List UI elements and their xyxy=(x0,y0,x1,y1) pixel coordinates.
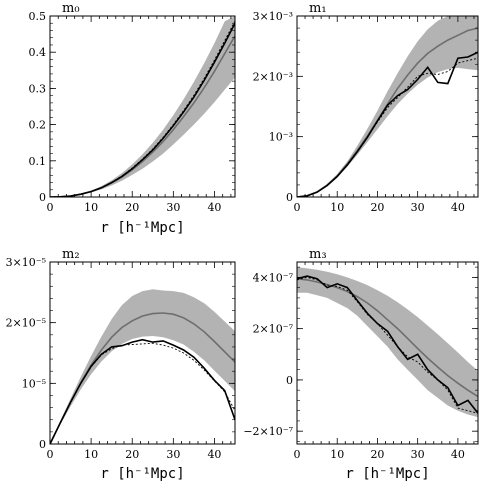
plot-area-0 xyxy=(50,16,235,197)
x-tick-label: 10 xyxy=(330,448,344,461)
solid-curve xyxy=(50,338,235,444)
axes-frame xyxy=(49,15,236,198)
x-axis-label: r [h⁻¹Mpc] xyxy=(100,220,184,236)
y-tick-label: 2×10⁻⁵ xyxy=(6,317,46,330)
panel-title: m₃ xyxy=(309,247,327,262)
y-tick-label: 0.1 xyxy=(29,155,47,168)
y-tick-label: 10⁻⁵ xyxy=(22,377,46,390)
x-tick-label: 0 xyxy=(47,201,54,214)
x-tick-label: 0 xyxy=(294,201,301,214)
y-tick-label: 0 xyxy=(286,191,293,204)
x-tick-label: 10 xyxy=(84,448,98,461)
x-tick-label: 20 xyxy=(125,448,139,461)
y-tick-label: 0.3 xyxy=(29,82,47,95)
x-tick-label: 40 xyxy=(207,448,221,461)
axes-frame xyxy=(49,261,236,445)
plot-area-1 xyxy=(297,16,478,197)
y-tick-label: 4×10⁻⁷ xyxy=(253,271,294,284)
axes-frame xyxy=(296,15,479,198)
x-tick-label: 20 xyxy=(370,448,384,461)
error-band xyxy=(50,16,235,197)
panel-1: 0 10 20 30 40 0 10⁻³ 2×10⁻³ 3×10⁻³ m₁ xyxy=(253,1,479,214)
x-axis-label: r [h⁻¹Mpc] xyxy=(100,466,184,482)
x-tick-label: 0 xyxy=(294,448,301,461)
solid-curve xyxy=(297,51,478,197)
dotted-curve xyxy=(297,57,478,197)
dotted-curve xyxy=(50,20,235,197)
solid-curve xyxy=(50,22,235,197)
x-tick-label: 40 xyxy=(451,201,465,214)
x-tick-label: 10 xyxy=(84,201,98,214)
y-tick-label: 3×10⁻⁵ xyxy=(6,256,46,269)
panel-2: 0 10 20 30 40 0 10⁻⁵ 2×10⁻⁵ 3×10⁻⁵ m₂ r [h⁻¹Mpc] xyxy=(6,247,236,482)
y-tick-label: 3×10⁻³ xyxy=(253,10,293,23)
error-band xyxy=(297,267,478,418)
mean-curve xyxy=(297,277,478,398)
error-band xyxy=(50,289,235,444)
y-tick-label: 10⁻³ xyxy=(269,131,293,144)
y-tick-label: 0 xyxy=(286,374,293,387)
x-tick-label: 40 xyxy=(207,201,221,214)
x-tick-label: 30 xyxy=(166,448,180,461)
axes-frame xyxy=(296,261,479,445)
x-tick-label: 10 xyxy=(330,201,344,214)
x-tick-label: 20 xyxy=(125,201,139,214)
solid-curve xyxy=(297,275,478,414)
y-tick-label: 0.2 xyxy=(29,119,47,132)
plot-area-2 xyxy=(50,289,235,444)
x-tick-label: 30 xyxy=(166,201,180,214)
dotted-curve xyxy=(297,276,478,414)
y-tick-label: −2×10⁻⁷ xyxy=(243,425,293,438)
x-tick-label: 20 xyxy=(370,201,384,214)
y-tick-label: 2×10⁻⁷ xyxy=(253,323,294,336)
y-tick-label: 2×10⁻³ xyxy=(253,70,293,83)
y-tick-label: 0.4 xyxy=(29,46,47,59)
plot-area-3 xyxy=(297,267,478,418)
y-tick-label: 0 xyxy=(39,191,46,204)
panel-title: m₀ xyxy=(62,1,80,16)
x-tick-label: 0 xyxy=(47,448,54,461)
y-tick-label: 0.5 xyxy=(29,10,47,23)
x-axis-label: r [h⁻¹Mpc] xyxy=(345,466,429,482)
x-tick-label: 30 xyxy=(411,448,425,461)
x-tick-label: 40 xyxy=(451,448,465,461)
panel-0: 0 10 20 30 40 0 0.1 0.2 0.3 0.4 0.5 m₀ r [h⁻¹Mpc] xyxy=(29,1,236,236)
x-tick-label: 30 xyxy=(411,201,425,214)
y-tick-label: 0 xyxy=(39,438,46,451)
panel-title: m₂ xyxy=(62,247,80,262)
panel-title: m₁ xyxy=(309,1,327,16)
